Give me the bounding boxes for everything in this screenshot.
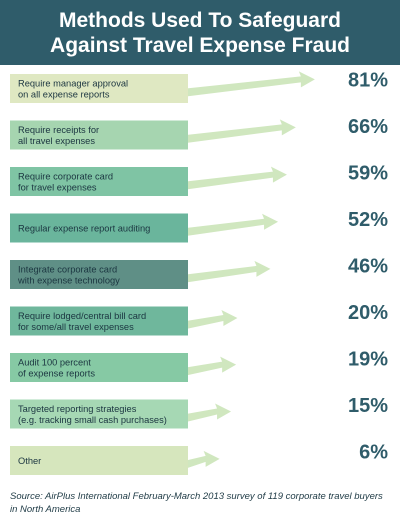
bar-arrow (186, 71, 315, 97)
category-label: with expense technology (17, 276, 120, 286)
bar (10, 353, 188, 382)
category-label: on all expense reports (18, 90, 110, 100)
bar-row: Other 6% (10, 442, 388, 475)
bar (10, 120, 188, 150)
category-label: Require receipts for (18, 125, 99, 135)
bar-arrow (186, 119, 296, 143)
value-label: 52% (348, 209, 388, 231)
source-note: Source: AirPlus International February-M… (10, 491, 383, 515)
bar (10, 446, 188, 475)
title-bar: Methods Used To Safeguard Against Travel… (0, 0, 400, 65)
bar (10, 306, 188, 336)
category-label: Integrate corporate card (18, 265, 117, 275)
value-label: 15% (348, 395, 388, 417)
bar-arrow (186, 450, 220, 469)
value-label: 46% (348, 256, 388, 278)
value-label: 20% (348, 302, 388, 324)
bar (10, 213, 188, 243)
bar (10, 74, 188, 103)
bar (10, 167, 188, 196)
bar-arrow (186, 403, 232, 422)
bar (10, 399, 188, 429)
bar-arrow (186, 260, 271, 283)
category-label: Targeted reporting strategies (18, 404, 137, 414)
value-label: 66% (348, 116, 388, 138)
category-label: Require manager approval (18, 79, 128, 89)
category-label: of expense reports (18, 369, 95, 379)
category-label: all travel expenses (18, 136, 95, 146)
bar-arrow (186, 166, 287, 190)
category-label: Other (18, 456, 41, 466)
value-label: 59% (348, 163, 388, 185)
chart-title: Methods Used To Safeguard Against Travel… (50, 8, 350, 57)
bar-arrow (186, 356, 237, 376)
value-label: 81% (348, 70, 388, 92)
bar-row: Targeted reporting strategies(e.g. track… (10, 395, 388, 429)
category-label: for some/all travel expenses (18, 322, 134, 332)
category-label: Audit 100 percent (18, 358, 91, 368)
value-label: 6% (359, 442, 388, 464)
category-label: (e.g. tracking small cash purchases) (18, 415, 167, 425)
category-label: Regular expense report auditing (18, 224, 150, 234)
bar-row: Regular expense report auditing 52% (10, 209, 388, 243)
category-label: Require corporate card (18, 172, 113, 182)
category-label: Require lodged/central bill card (18, 311, 146, 321)
value-label: 19% (348, 349, 388, 371)
bar-arrow (186, 310, 238, 329)
category-label: for travel expenses (18, 183, 97, 193)
bar (10, 260, 188, 289)
bar-arrow (186, 213, 279, 236)
